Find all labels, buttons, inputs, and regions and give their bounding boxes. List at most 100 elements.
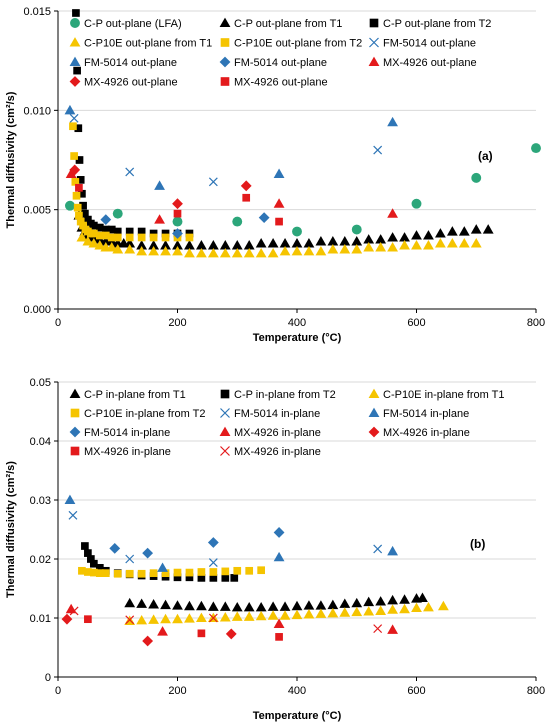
legend-item: MX-4926 out-plane: [368, 56, 477, 69]
data-point: [375, 605, 387, 615]
data-point: [113, 233, 122, 242]
data-point: [84, 568, 92, 576]
data-point: [208, 558, 218, 567]
data-point: [185, 229, 194, 238]
data-point: [363, 596, 375, 607]
data-point: [315, 608, 327, 618]
data-point: [100, 214, 112, 225]
data-point: [185, 568, 194, 577]
x-tick-label: 0: [55, 685, 61, 697]
data-point: [387, 232, 398, 242]
legend-label: C-P10E in-plane from T1: [383, 389, 504, 401]
legend-label: MX-4926 in-plane: [234, 427, 321, 439]
legend-label: C-P10E out-plane from T2: [234, 38, 362, 50]
data-point: [197, 568, 206, 576]
series-fm-5014-in-plane-triangle: [64, 494, 398, 572]
data-point: [173, 209, 182, 218]
data-point: [149, 233, 158, 242]
data-point: [95, 569, 104, 577]
data-point: [399, 240, 410, 250]
data-point: [291, 609, 303, 620]
legend-marker: [220, 38, 230, 47]
data-point: [112, 208, 123, 219]
data-point: [240, 180, 252, 192]
data-point: [84, 215, 92, 224]
legend-marker: [220, 77, 230, 86]
legend-item: C-P in-plane from T1: [69, 388, 186, 401]
legend-item: C-P10E out-plane from T1: [69, 37, 212, 50]
data-point: [279, 610, 291, 620]
legend-label: FM-5014 out-plane: [234, 57, 327, 69]
x-tick-label: 600: [407, 685, 425, 697]
series-fm-5014-out-plane-diamond: [100, 212, 270, 239]
legend-item: C-P10E in-plane from T1: [368, 388, 504, 401]
data-point: [160, 245, 171, 256]
data-point: [209, 574, 218, 582]
series-c-p10e-out-plane-from-t1-triangle: [76, 232, 482, 258]
data-point: [160, 240, 171, 250]
data-point: [68, 510, 78, 520]
legend-marker: [70, 408, 80, 418]
legend-marker: [219, 56, 231, 68]
y-tick-label: 0.015: [23, 6, 51, 18]
data-point: [125, 167, 135, 177]
data-point: [76, 176, 85, 184]
series-fm-5014-in-plane-diamond: [109, 527, 285, 559]
data-point: [148, 614, 159, 624]
data-point: [84, 549, 92, 557]
data-point: [273, 198, 285, 208]
data-point: [172, 613, 183, 624]
data-point: [113, 569, 122, 578]
data-point: [423, 240, 434, 250]
legend-item: MX-4926 in-plane: [220, 446, 321, 458]
data-point: [184, 613, 195, 623]
data-point: [148, 240, 159, 250]
legend-item: C-P out-plane from T2: [369, 18, 491, 30]
legend-item: FM-5014 in-plane: [69, 426, 170, 439]
data-point: [154, 180, 165, 190]
legend-label: MX-4926 in-plane: [84, 446, 171, 458]
data-point: [69, 606, 79, 616]
legend-item: C-P out-plane (LFA): [70, 18, 182, 30]
data-point: [94, 240, 106, 250]
data-point: [258, 212, 270, 224]
data-point: [172, 600, 183, 610]
data-point: [387, 242, 398, 252]
data-point: [84, 615, 92, 624]
data-point: [124, 238, 136, 248]
legend-label: FM-5014 in-plane: [84, 427, 170, 439]
legend-label: C-P10E in-plane from T2: [84, 408, 205, 420]
data-point: [482, 224, 494, 234]
y-axis-label: Thermal diffusivity (cm²/s): [5, 461, 17, 598]
data-point: [209, 568, 218, 576]
data-point: [137, 569, 146, 578]
legend-label: C-P out-plane from T1: [234, 18, 342, 30]
series-mx-4926-in-plane-x: [69, 606, 383, 634]
legend: C-P in-plane from T1 C-P in-plane from T2…: [69, 388, 504, 458]
legend-label: MX-4926 in-plane: [234, 446, 321, 458]
data-point: [196, 247, 207, 258]
x-tick-label: 0: [55, 317, 61, 329]
data-point: [232, 216, 243, 227]
data-point: [79, 221, 87, 230]
data-point: [81, 209, 89, 218]
data-point: [231, 247, 243, 258]
x-tick-label: 400: [288, 317, 306, 329]
data-point: [267, 601, 279, 611]
data-point: [446, 238, 458, 248]
legend-item: MX-4926 in-plane: [219, 426, 321, 439]
legend-item: FM-5014 out-plane: [69, 56, 177, 69]
legend-marker: [368, 407, 380, 418]
data-point: [157, 562, 168, 572]
data-point: [255, 247, 267, 258]
data-point: [255, 610, 267, 621]
data-point: [125, 569, 134, 578]
data-point: [230, 574, 239, 582]
legend-marker: [219, 17, 231, 28]
y-tick-label: 0.005: [23, 205, 51, 217]
data-point: [399, 232, 410, 242]
data-point: [363, 242, 375, 252]
data-point: [185, 233, 194, 242]
data-point: [107, 225, 116, 234]
legend-marker: [69, 388, 81, 399]
